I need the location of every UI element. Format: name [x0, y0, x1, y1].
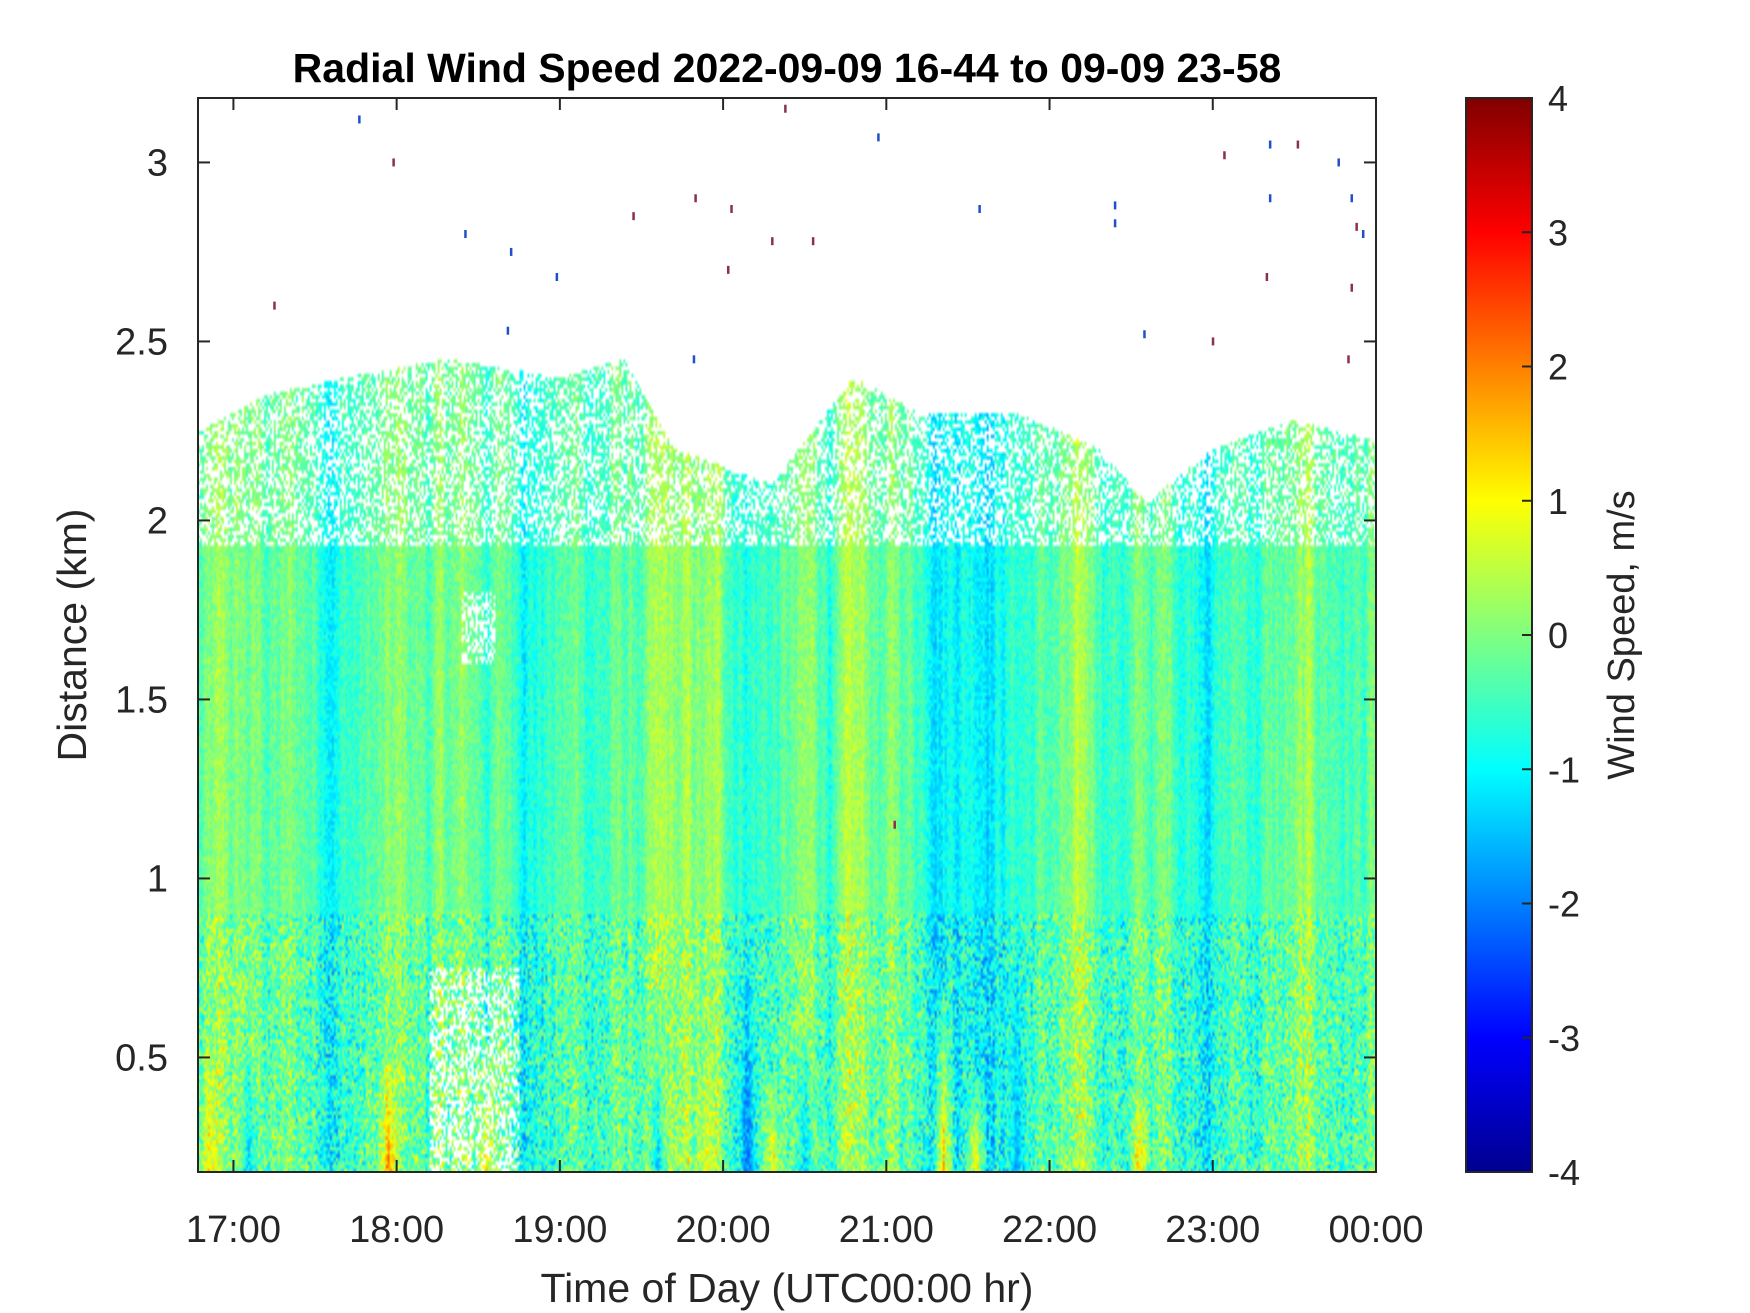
colorbar-tick-label: 0	[1548, 615, 1568, 656]
sparse-data-point	[273, 301, 276, 310]
x-tick-label: 22:00	[1002, 1209, 1097, 1251]
colorbar-tick-label: 1	[1548, 481, 1568, 522]
heatmap-image	[198, 98, 1376, 1172]
y-tick-label: 2.5	[115, 321, 168, 363]
sparse-data-point	[1265, 273, 1269, 281]
y-tick-label: 1	[147, 858, 168, 900]
colorbar-tick-label: 3	[1548, 212, 1568, 253]
colorbar-label: Wind Speed, m/s	[1601, 490, 1643, 779]
x-tick-label: 23:00	[1165, 1209, 1260, 1251]
chart-title: Radial Wind Speed 2022-09-09 16-44 to 09…	[293, 45, 1282, 91]
x-tick-label: 19:00	[512, 1209, 607, 1251]
sparse-data-point	[632, 212, 635, 221]
sparse-points	[273, 104, 1365, 829]
sparse-data-point	[978, 204, 981, 213]
plot-frame	[197, 97, 1377, 1173]
y-axis-label: Distance (km)	[49, 509, 95, 762]
heatmap-layer	[198, 98, 1376, 1172]
sparse-data-point	[1143, 330, 1146, 339]
sparse-data-point	[694, 194, 697, 203]
x-tick-label: 00:00	[1328, 1209, 1423, 1251]
y-tick-label: 0.5	[115, 1037, 168, 1079]
x-tick-label: 20:00	[676, 1209, 771, 1251]
sparse-data-point	[1296, 140, 1300, 149]
sparse-data-point	[1223, 151, 1226, 160]
sparse-data-point	[506, 326, 510, 335]
sparse-data-point	[555, 273, 559, 281]
x-tick-label: 17:00	[186, 1209, 281, 1251]
sparse-data-point	[771, 237, 774, 246]
colorbar	[1465, 97, 1533, 1173]
sparse-data-point	[893, 820, 896, 829]
sparse-data-point	[1337, 158, 1340, 167]
sparse-data-point	[1113, 201, 1117, 210]
colorbar-tick-label: -3	[1548, 1018, 1580, 1059]
sparse-data-point	[692, 355, 696, 364]
sparse-data-point	[1347, 355, 1350, 364]
colorbar-ticks: 4 3 2 1 0 -1 -2 -3 -4	[1522, 78, 1580, 1193]
sparse-data-point	[726, 265, 730, 274]
sparse-data-point	[730, 204, 733, 213]
x-tick-label: 18:00	[349, 1209, 444, 1251]
sparse-data-point	[1268, 140, 1272, 149]
colorbar-tick-label: -4	[1548, 1152, 1580, 1193]
sparse-data-point	[1361, 230, 1365, 239]
y-axis: 0.5 1 1.5 2 2.5 3	[115, 142, 1376, 1079]
y-tick-label: 3	[147, 142, 168, 184]
sparse-data-point	[509, 247, 513, 256]
sparse-data-point	[877, 133, 880, 142]
sparse-data-point	[1211, 337, 1215, 346]
x-tick-label: 21:00	[839, 1209, 934, 1251]
colorbar-tick-label: -2	[1548, 884, 1580, 925]
sparse-data-point	[784, 104, 787, 113]
sparse-data-point	[1350, 283, 1354, 292]
sparse-data-point	[1113, 219, 1117, 228]
x-axis: 17:00 18:00 19:00 20:00 21:00 22:00 23:00 00:00	[186, 98, 1424, 1251]
colorbar-tick-label: -1	[1548, 749, 1580, 790]
sparse-data-point	[811, 237, 815, 246]
sparse-data-point	[392, 158, 395, 167]
sparse-data-point	[464, 230, 467, 239]
y-tick-label: 2	[147, 500, 168, 542]
sparse-data-point	[1350, 194, 1354, 203]
sparse-data-point	[1268, 194, 1272, 203]
colorbar-tick-label: 2	[1548, 347, 1568, 388]
colorbar-tick-label: 4	[1548, 78, 1568, 119]
sparse-data-point	[358, 115, 361, 124]
x-axis-label: Time of Day (UTC00:00 hr)	[541, 1265, 1034, 1311]
sparse-data-point	[1355, 222, 1358, 231]
y-tick-label: 1.5	[115, 679, 168, 721]
